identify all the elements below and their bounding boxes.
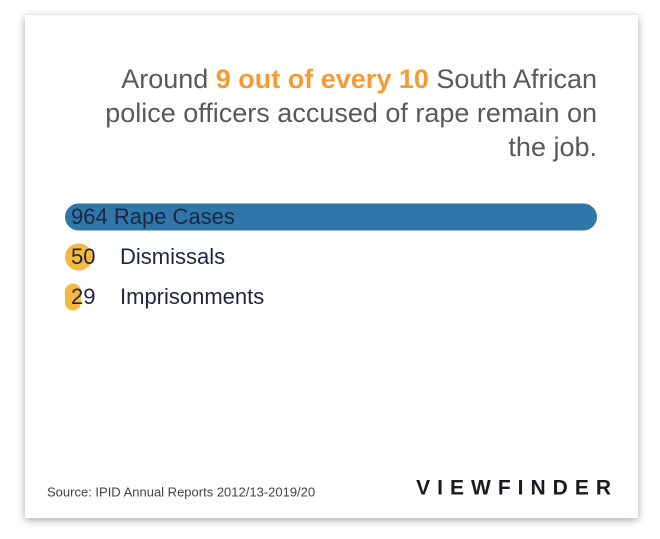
title-highlight: 9 out of every 10 xyxy=(215,64,429,94)
title-text: Around xyxy=(121,64,209,94)
bar xyxy=(65,283,82,311)
card xyxy=(25,15,638,518)
source: Source: IPID Annual Reports 2012/13-2019… xyxy=(47,484,315,499)
value-label: 50 xyxy=(71,244,95,269)
category-label: Rape Cases xyxy=(114,204,235,229)
category-label: Imprisonments xyxy=(120,284,264,309)
value-label: 964 xyxy=(71,204,108,229)
chart-title: Around 9 out of every 10 South African p… xyxy=(77,62,597,164)
title-text: South African police officers accused of… xyxy=(105,64,597,162)
bar xyxy=(65,243,93,271)
bar-label: 964 Rape Cases xyxy=(71,204,235,229)
bar xyxy=(65,203,597,231)
logo: VIEWFINDER xyxy=(416,477,618,500)
category-label: Dismissals xyxy=(120,244,225,269)
value-label: 29 xyxy=(71,284,95,309)
